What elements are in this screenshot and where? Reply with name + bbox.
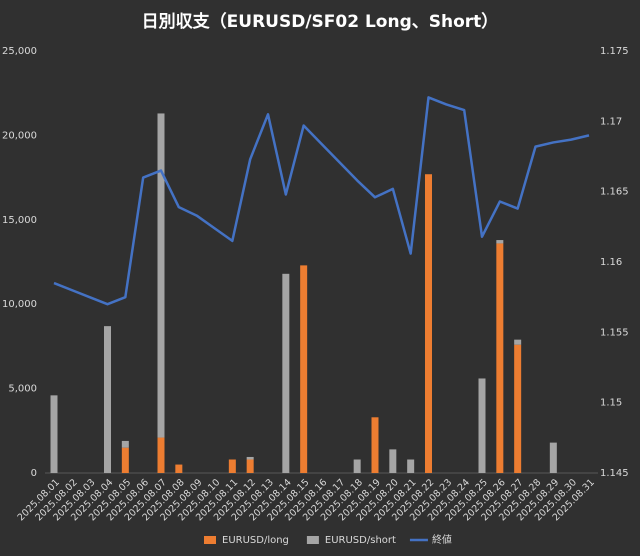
- y-tick-label: 20,000: [2, 130, 37, 141]
- bar: [496, 240, 504, 244]
- y-tick-label: 15,000: [2, 215, 37, 226]
- bar: [407, 459, 415, 473]
- y2-tick-label: 1.15: [600, 398, 622, 409]
- y-tick-label: 25,000: [2, 46, 37, 57]
- bar: [175, 464, 183, 473]
- y-tick-label: 5,000: [8, 384, 37, 395]
- line: [53, 96, 590, 306]
- bar: [496, 243, 504, 473]
- bar: [549, 442, 557, 473]
- bar: [478, 378, 486, 473]
- bar: [300, 265, 308, 473]
- bar: [50, 395, 58, 473]
- legend-label: 終値: [432, 533, 452, 546]
- y2-tick-label: 1.16: [600, 257, 622, 268]
- y2-tick-label: 1.175: [600, 46, 629, 57]
- y-tick-label: 0: [31, 468, 37, 479]
- bar: [514, 344, 522, 473]
- legend-swatch: [306, 536, 319, 544]
- bar: [157, 113, 165, 438]
- y2-tick-label: 1.145: [600, 468, 629, 479]
- bar: [389, 449, 397, 473]
- bar: [157, 437, 165, 473]
- bar: [104, 326, 111, 473]
- bar: [121, 440, 129, 448]
- y-tick-label: 10,000: [2, 299, 37, 310]
- y2-tick-label: 1.165: [600, 187, 629, 198]
- bar: [425, 174, 432, 473]
- y2-tick-label: 1.17: [600, 116, 622, 127]
- bar: [282, 273, 290, 473]
- bar: [228, 459, 236, 473]
- legend-label: EURUSD/long: [222, 535, 289, 546]
- y2-tick-label: 1.155: [600, 327, 629, 338]
- bar: [353, 459, 361, 473]
- legend-label: EURUSD/short: [325, 535, 396, 546]
- bar: [121, 447, 129, 473]
- legend-swatch: [204, 536, 216, 544]
- chart-title: 日別収支（EURUSD/SF02 Long、Short）: [142, 11, 499, 32]
- bar: [246, 459, 254, 473]
- bar: [514, 339, 522, 345]
- bar: [371, 417, 379, 473]
- bar: [246, 456, 254, 460]
